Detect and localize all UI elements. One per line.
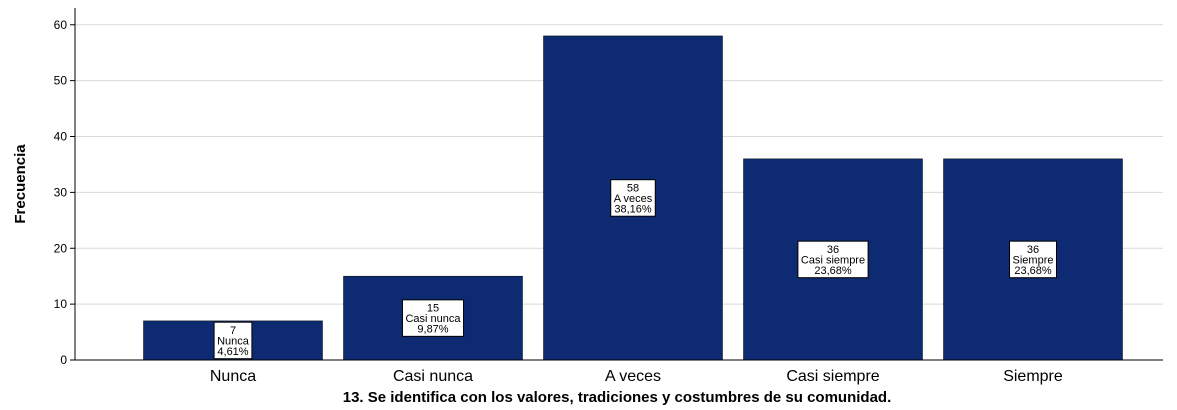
data-label-box: [401, 299, 465, 337]
data-label-box: [1009, 240, 1057, 279]
y-axis-label: Frecuencia: [12, 144, 29, 224]
y-tick-label: 60: [54, 18, 68, 32]
x-category-label: A veces: [605, 368, 661, 385]
data-label-text: Casi siempre: [801, 254, 865, 266]
data-label-text: 23,68%: [814, 265, 852, 277]
data-label-text: Siempre: [1013, 254, 1054, 266]
y-tick-label: 10: [54, 297, 68, 311]
data-label-text: 7: [230, 325, 236, 337]
data-label-text: 38,16%: [614, 203, 652, 215]
data-label-text: Casi nunca: [405, 313, 461, 325]
y-axis-ticks: 0 10 20 30 40 50 60: [54, 18, 75, 367]
y-tick-label: 0: [60, 353, 67, 367]
x-category-label: Casi siempre: [786, 368, 879, 385]
data-label-text: 15: [427, 303, 439, 315]
data-label-box: [610, 179, 656, 217]
data-label-box: [213, 321, 253, 360]
y-tick-label: 40: [54, 130, 68, 144]
x-category-label: Siempre: [1003, 368, 1063, 385]
x-axis-title: 13. Se identifica con los valores, tradi…: [343, 389, 892, 406]
y-tick-label: 30: [54, 185, 68, 199]
y-tick-label: 20: [54, 241, 68, 255]
data-label-text: Nunca: [217, 335, 250, 347]
data-label-text: A veces: [614, 193, 653, 205]
data-label-text: 23,68%: [1014, 265, 1052, 277]
data-label-text: 36: [1027, 244, 1039, 256]
data-label-text: 4,61%: [217, 346, 248, 358]
x-category-label: Nunca: [210, 368, 256, 385]
data-label-text: 58: [627, 182, 639, 194]
x-axis-categories: Nunca Casi nunca A veces Casi siempre Siempr…: [210, 368, 1063, 385]
data-label-text: 9,87%: [417, 324, 448, 336]
x-category-label: Casi nunca: [393, 368, 473, 385]
data-label-text: 36: [827, 244, 839, 256]
y-tick-label: 50: [54, 74, 68, 88]
data-label-box: [797, 240, 869, 279]
